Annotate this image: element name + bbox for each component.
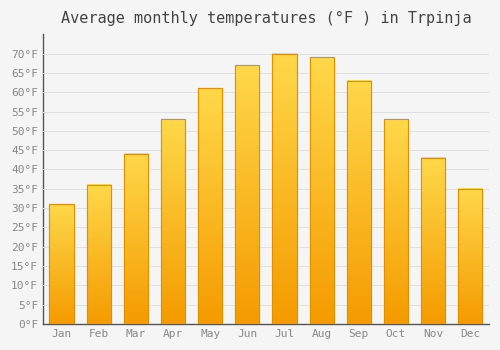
Bar <box>421 158 445 324</box>
Bar <box>347 80 371 324</box>
Bar <box>86 185 111 324</box>
Bar <box>458 189 482 324</box>
Bar <box>86 185 111 324</box>
Bar <box>421 158 445 324</box>
Bar <box>161 119 185 324</box>
Bar <box>347 80 371 324</box>
Bar <box>198 88 222 324</box>
Bar <box>458 189 482 324</box>
Bar <box>236 65 260 324</box>
Bar <box>384 119 408 324</box>
Bar <box>310 57 334 324</box>
Bar <box>236 65 260 324</box>
Bar <box>198 88 222 324</box>
Bar <box>272 54 296 324</box>
Bar <box>50 204 74 324</box>
Bar <box>272 54 296 324</box>
Bar <box>310 57 334 324</box>
Title: Average monthly temperatures (°F ) in Trpinja: Average monthly temperatures (°F ) in Tr… <box>60 11 471 26</box>
Bar <box>50 204 74 324</box>
Bar <box>124 154 148 324</box>
Bar <box>384 119 408 324</box>
Bar <box>124 154 148 324</box>
Bar <box>161 119 185 324</box>
